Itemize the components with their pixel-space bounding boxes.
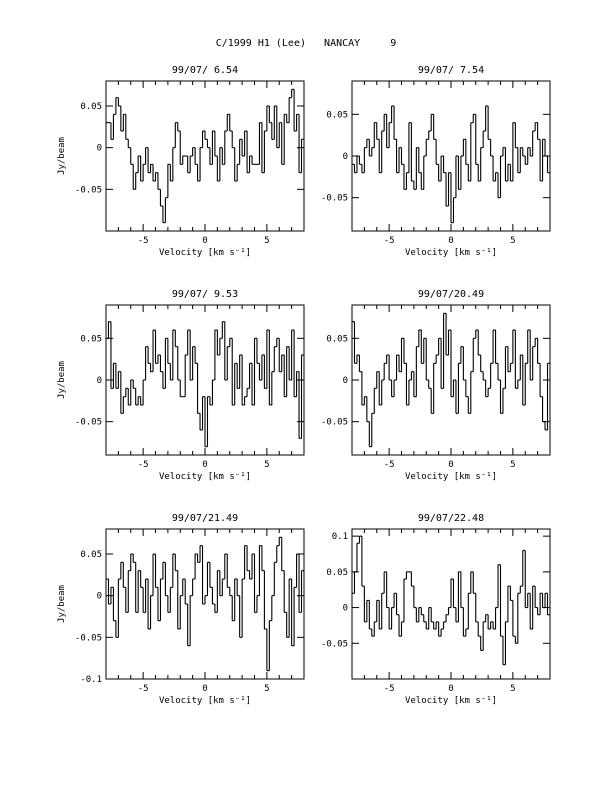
chart-panel-6: 99/07/22.48 -5 0 5 0.1 0.05 0 -0.05 Velocity [k… [302,513,562,723]
x-tick-label: 0 [448,684,453,694]
y-tick-label: 0.05 [326,110,348,120]
y-tick-label: 0 [343,376,348,386]
spectrum-plot: -5 0 5 0.05 0 -0.05 Velocity [km s⁻¹] Jy/beam [57,80,305,258]
spectrum-plot: -5 0 5 0.05 0 -0.05 Velocity [km s⁻¹] [321,80,551,258]
spectrum-plot: -5 0 5 0.1 0.05 0 -0.05 Velocity [km s⁻¹] [321,528,551,706]
chart-panel-3: 99/07/ 9.53 -5 0 5 0.05 0 -0.05 Velocity [km s… [56,289,316,499]
y-axis-label: Jy/beam [57,361,67,399]
y-tick-label: -0.05 [75,185,102,195]
chart-title: 99/07/ 6.54 [171,65,239,76]
spectrum-plot: -5 0 5 0.05 0 -0.05 -0.1 Velocity [km s⁻¹] Jy/be… [57,528,305,706]
page-title: C/1999 H1 (Lee) NANCAY 9 [215,38,397,49]
x-axis-label: Velocity [km s⁻¹] [405,248,497,258]
y-tick-label: 0 [97,144,102,154]
y-tick-label: 0.05 [326,568,348,578]
chart-title: 99/07/22.48 [417,513,485,524]
x-tick-label: 0 [202,460,207,470]
x-tick-label: -5 [384,684,395,694]
chart-title: 99/07/20.49 [417,289,485,300]
x-tick-label: -5 [138,460,149,470]
y-tick-label: -0.05 [321,639,348,649]
y-tick-label: -0.05 [321,194,348,204]
y-tick-label: 0.05 [80,102,102,112]
chart-title: 99/07/ 9.53 [171,289,239,300]
chart-panel-1: 99/07/ 6.54 -5 0 5 0.05 0 -0.05 Velocity [km s… [56,65,316,275]
y-tick-label: -0.1 [80,675,102,685]
x-tick-label: 5 [510,460,515,470]
y-tick-label: 0 [97,592,102,602]
y-tick-label: -0.05 [75,633,102,643]
chart-panel-2: 99/07/ 7.54 -5 0 5 0.05 0 -0.05 Velocity [km s… [302,65,562,275]
chart-title: 99/07/21.49 [171,513,239,524]
y-tick-label: 0.05 [326,334,348,344]
y-tick-label: 0.05 [80,334,102,344]
y-tick-label: 0 [343,604,348,614]
spectrum-plot: -5 0 5 0.05 0 -0.05 Velocity [km s⁻¹] [321,304,551,482]
x-tick-label: -5 [138,236,149,246]
chart-panel-5: 99/07/21.49 -5 0 5 0.05 0 -0.05 -0.1 Velocity [… [56,513,316,723]
chart-title: 99/07/ 7.54 [417,65,485,76]
chart-panel-4: 99/07/20.49 -5 0 5 0.05 0 -0.05 Velocity [km s… [302,289,562,499]
x-tick-label: 5 [510,236,515,246]
x-tick-label: 0 [202,684,207,694]
x-tick-label: 0 [202,236,207,246]
x-tick-label: 5 [264,236,269,246]
y-tick-label: 0 [343,152,348,162]
y-axis-label: Jy/beam [57,585,67,623]
y-tick-label: 0.1 [332,532,348,542]
x-tick-label: -5 [384,236,395,246]
y-tick-label: 0 [97,376,102,386]
y-tick-label: -0.05 [321,418,348,428]
x-tick-label: 5 [510,684,515,694]
x-tick-label: -5 [384,460,395,470]
y-axis-label: Jy/beam [57,137,67,175]
plot-frame [105,80,305,232]
x-axis-label: Velocity [km s⁻¹] [405,696,497,706]
x-axis-label: Velocity [km s⁻¹] [159,472,251,482]
y-tick-label: 0.05 [80,550,102,560]
x-tick-label: 0 [448,236,453,246]
x-axis-label: Velocity [km s⁻¹] [405,472,497,482]
x-axis-label: Velocity [km s⁻¹] [159,696,251,706]
x-tick-label: 0 [448,460,453,470]
x-tick-label: 5 [264,684,269,694]
x-tick-label: 5 [264,460,269,470]
y-tick-label: -0.05 [75,418,102,428]
spectrum-plot: -5 0 5 0.05 0 -0.05 Velocity [km s⁻¹] Jy/beam [57,304,305,482]
x-tick-label: -5 [138,684,149,694]
x-axis-label: Velocity [km s⁻¹] [159,248,251,258]
